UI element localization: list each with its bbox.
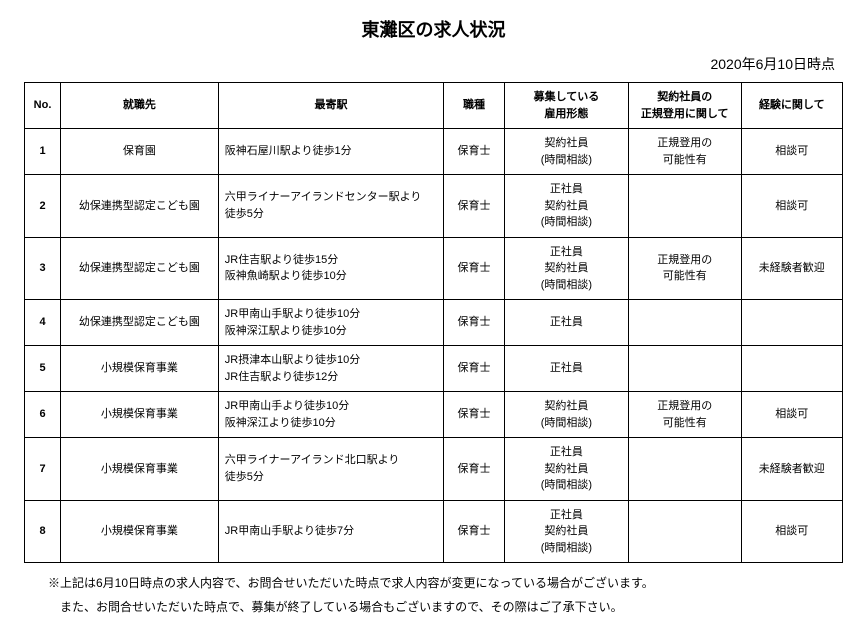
table-row: 7小規模保育事業六甲ライナーアイランド北口駅より徒歩5分保育士正社員契約社員(時…	[25, 438, 843, 501]
cell-no: 8	[25, 500, 61, 563]
col-header-employment: 募集している雇用形態	[504, 83, 628, 129]
cell-employment: 正社員契約社員(時間相談)	[504, 237, 628, 300]
table-row: 8小規模保育事業JR甲南山手駅より徒歩7分保育士正社員契約社員(時間相談) 相談可	[25, 500, 843, 563]
cell-station: JR甲南山手駅より徒歩10分阪神深江駅より徒歩10分	[218, 300, 443, 346]
cell-contract: 正規登用の可能性有	[628, 237, 741, 300]
cell-no: 2	[25, 175, 61, 238]
cell-experience: 未経験者歓迎	[741, 438, 842, 501]
as-of-date: 2020年6月10日時点	[24, 54, 843, 74]
cell-place: 保育園	[61, 129, 219, 175]
cell-station: 六甲ライナーアイランド北口駅より徒歩5分	[218, 438, 443, 501]
cell-contract	[628, 438, 741, 501]
table-row: 4幼保連携型認定こども園JR甲南山手駅より徒歩10分阪神深江駅より徒歩10分保育…	[25, 300, 843, 346]
cell-no: 6	[25, 392, 61, 438]
cell-employment: 正社員契約社員(時間相談)	[504, 438, 628, 501]
table-body: 1保育園阪神石屋川駅より徒歩1分保育士契約社員(時間相談)正規登用の可能性有相談…	[25, 129, 843, 563]
cell-station: JR甲南山手駅より徒歩7分	[218, 500, 443, 563]
table-row: 2幼保連携型認定こども園六甲ライナーアイランドセンター駅より徒歩5分保育士正社員…	[25, 175, 843, 238]
table-header-row: No. 就職先 最寄駅 職種 募集している雇用形態 契約社員の正規登用に関して …	[25, 83, 843, 129]
table-row: 6小規模保育事業JR甲南山手より徒歩10分阪神深江より徒歩10分保育士契約社員(…	[25, 392, 843, 438]
col-header-experience: 経験に関して	[741, 83, 842, 129]
notes: ※上記は6月10日時点の求人内容で、お問合せいただいた時点で求人内容が変更になっ…	[24, 573, 843, 618]
cell-station: 六甲ライナーアイランドセンター駅より徒歩5分	[218, 175, 443, 238]
cell-employment: 正社員契約社員(時間相談)	[504, 500, 628, 563]
cell-employment: 正社員契約社員(時間相談)	[504, 175, 628, 238]
cell-place: 幼保連携型認定こども園	[61, 300, 219, 346]
table-row: 5小規模保育事業JR摂津本山駅より徒歩10分JR住吉駅より徒歩12分保育士正社員	[25, 346, 843, 392]
cell-type: 保育士	[444, 438, 505, 501]
jobs-table: No. 就職先 最寄駅 職種 募集している雇用形態 契約社員の正規登用に関して …	[24, 82, 843, 563]
cell-experience: 未経験者歓迎	[741, 237, 842, 300]
cell-employment: 契約社員(時間相談)	[504, 392, 628, 438]
cell-experience: 相談可	[741, 500, 842, 563]
cell-type: 保育士	[444, 500, 505, 563]
cell-type: 保育士	[444, 175, 505, 238]
cell-station: JR住吉駅より徒歩15分阪神魚崎駅より徒歩10分	[218, 237, 443, 300]
cell-employment: 契約社員(時間相談)	[504, 129, 628, 175]
cell-no: 5	[25, 346, 61, 392]
cell-type: 保育士	[444, 237, 505, 300]
cell-experience: 相談可	[741, 129, 842, 175]
cell-contract	[628, 346, 741, 392]
cell-place: 小規模保育事業	[61, 346, 219, 392]
cell-type: 保育士	[444, 129, 505, 175]
cell-no: 4	[25, 300, 61, 346]
col-header-place: 就職先	[61, 83, 219, 129]
table-row: 1保育園阪神石屋川駅より徒歩1分保育士契約社員(時間相談)正規登用の可能性有相談…	[25, 129, 843, 175]
cell-place: 幼保連携型認定こども園	[61, 237, 219, 300]
note-line: また、お問合せいただいた時点で、募集が終了している場合もございますので、その際は…	[48, 597, 843, 619]
cell-no: 3	[25, 237, 61, 300]
cell-experience: 相談可	[741, 175, 842, 238]
cell-no: 1	[25, 129, 61, 175]
cell-place: 小規模保育事業	[61, 392, 219, 438]
col-header-station: 最寄駅	[218, 83, 443, 129]
col-header-no: No.	[25, 83, 61, 129]
cell-contract: 正規登用の可能性有	[628, 129, 741, 175]
cell-employment: 正社員	[504, 300, 628, 346]
cell-experience	[741, 346, 842, 392]
table-row: 3幼保連携型認定こども園JR住吉駅より徒歩15分阪神魚崎駅より徒歩10分保育士正…	[25, 237, 843, 300]
col-header-contract: 契約社員の正規登用に関して	[628, 83, 741, 129]
cell-experience: 相談可	[741, 392, 842, 438]
cell-no: 7	[25, 438, 61, 501]
cell-contract	[628, 300, 741, 346]
page-title: 東灘区の求人状況	[24, 16, 843, 42]
cell-station: 阪神石屋川駅より徒歩1分	[218, 129, 443, 175]
cell-experience	[741, 300, 842, 346]
cell-place: 幼保連携型認定こども園	[61, 175, 219, 238]
cell-place: 小規模保育事業	[61, 500, 219, 563]
cell-contract: 正規登用の可能性有	[628, 392, 741, 438]
cell-type: 保育士	[444, 300, 505, 346]
cell-contract	[628, 175, 741, 238]
cell-contract	[628, 500, 741, 563]
col-header-type: 職種	[444, 83, 505, 129]
cell-station: JR甲南山手より徒歩10分阪神深江より徒歩10分	[218, 392, 443, 438]
cell-type: 保育士	[444, 392, 505, 438]
cell-employment: 正社員	[504, 346, 628, 392]
cell-type: 保育士	[444, 346, 505, 392]
note-line: ※上記は6月10日時点の求人内容で、お問合せいただいた時点で求人内容が変更になっ…	[48, 573, 843, 595]
cell-place: 小規模保育事業	[61, 438, 219, 501]
cell-station: JR摂津本山駅より徒歩10分JR住吉駅より徒歩12分	[218, 346, 443, 392]
